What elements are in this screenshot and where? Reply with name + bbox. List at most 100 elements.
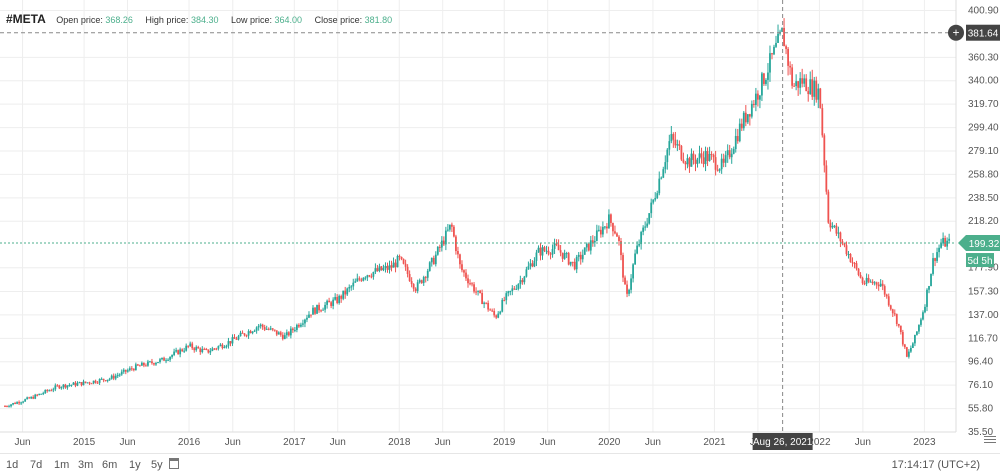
timeframe-3m-button[interactable]: 3m [78,459,94,471]
candle-down [320,310,322,312]
timeframe-1d-button[interactable]: 1d [6,459,19,471]
candle-up [289,328,292,336]
candle-up [654,198,657,200]
timeframe-7d-button[interactable]: 7d [30,459,43,471]
candle-down [561,252,564,259]
candle-down [587,243,590,251]
candle-up [511,288,514,291]
y-tick-label: 116.70 [968,333,998,344]
candle-down [451,224,453,227]
timeframe-6m-button[interactable]: 6m [102,459,118,471]
candle-up [601,226,604,235]
candle-up [396,255,399,268]
x-tick-label: Jun [330,437,346,448]
candle-down [493,310,496,316]
x-tick-label: 2017 [283,437,306,448]
candle-down [815,80,818,100]
candle-up [652,199,655,203]
grid-layer [0,0,956,433]
candle-up [924,306,926,313]
candle-up [726,150,729,156]
candle-up [169,356,171,360]
low-value: 364.00 [274,15,303,25]
candle-up [42,393,45,395]
candle-down [207,349,210,353]
candle-down [28,397,31,399]
candle-up [259,324,262,326]
candle-up [348,287,351,289]
candle-down [94,380,97,383]
candle-up [22,401,25,403]
candle-down [487,302,490,310]
y-tick-label: 218.20 [968,216,999,227]
candle-up [541,247,544,256]
candle-up [185,345,188,351]
candle-up [350,286,353,288]
candle-down [442,240,445,245]
candle-down [694,160,697,164]
candle-up [201,348,204,353]
candle-up [418,280,421,283]
candle-down [682,159,685,163]
candle-up [428,262,431,271]
candle-down [273,329,276,331]
candle-up [795,81,798,86]
candle-down [197,346,200,349]
candle-down [688,158,691,167]
clock-readout: 17:14:17 (UTC+2) [891,459,980,471]
candle-up [285,332,288,336]
candle-down [318,304,320,311]
candle-up [483,302,486,305]
x-tick-label: Jun [119,437,135,448]
candle-up [231,337,234,344]
candle-up [253,330,256,332]
candle-up [696,158,699,164]
candle-up [34,394,37,399]
y-tick-label: 177.90 [968,263,999,274]
candle-up [803,78,806,84]
timeframe-5y-button[interactable]: 5y [151,459,163,471]
candle-up [581,254,584,260]
candle-down [692,153,695,161]
candle-down [398,255,401,257]
y-tick-label: 96.40 [968,357,993,368]
candle-down [791,67,794,86]
candle-down [191,343,194,349]
timeframe-1m-button[interactable]: 1m [54,459,70,471]
candle-up [322,309,324,311]
candle-up [306,317,308,320]
candle-down [6,406,8,408]
timeframe-1y-button[interactable]: 1y [129,459,141,471]
calendar-icon[interactable] [169,458,179,469]
candle-up [209,351,212,353]
candle-up [912,343,914,348]
candle-down [50,390,53,392]
candle-up [662,169,665,178]
candle-up [769,53,771,73]
candle-up [730,153,733,158]
y-tick-label: 400.90 [968,5,999,16]
chart-settings-icon[interactable] [984,434,996,446]
candle-up [434,254,437,265]
candle-down [138,365,141,367]
candle-up [392,262,395,268]
candle-up [388,265,391,270]
candle-down [80,382,83,386]
candle-up [40,393,43,395]
candle-up [20,402,23,404]
candle-up [946,240,949,247]
candle-up [159,359,161,363]
candle-up [308,314,310,318]
candle-up [831,225,834,228]
candle-down [463,270,465,273]
candle-up [775,42,777,47]
candle-down [579,254,582,260]
candle-down [934,258,936,261]
candle-down [756,93,759,100]
candle-down [249,331,252,334]
candle-down [875,282,878,285]
candle-up [948,238,951,241]
candle-up [509,290,512,292]
candle-up [189,343,192,346]
